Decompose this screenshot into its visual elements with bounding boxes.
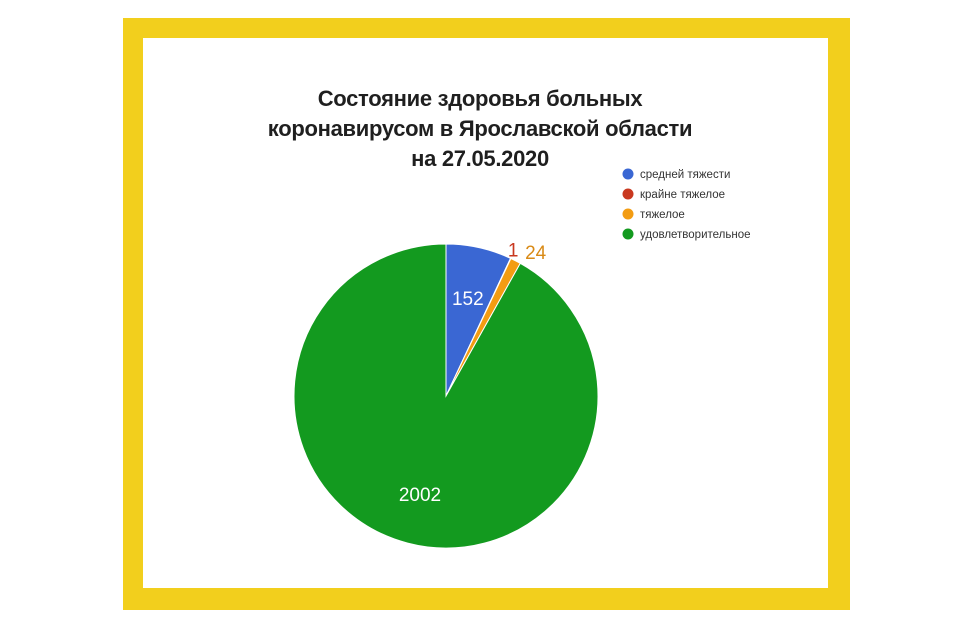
chart-title: Состояние здоровья больных коронавирусом… [0,84,960,174]
legend-marker-удовлетворительное [622,228,634,240]
slice-value-label-1: 1 [508,241,519,262]
legend-label-крайне-тяжелое: крайне тяжелое [640,189,725,201]
legend-label-тяжелое: тяжелое [640,209,685,221]
slice-value-label-3: 2002 [399,485,441,506]
chart-title-line-1: Состояние здоровья больных [317,86,643,111]
legend-label-удовлетворительное: удовлетворительное [640,229,751,241]
chart-title-line-3: на 27.05.2020 [411,146,549,171]
legend-marker-средней-тяжести [622,168,634,180]
pie-slices [293,243,599,549]
pie-slice-3 [293,243,599,549]
slice-value-label-0: 152 [452,289,484,310]
legend-marker-крайне-тяжелое [622,188,634,200]
legend-marker-тяжелое [622,208,634,220]
legend-label-средней-тяжести: средней тяжести [640,169,730,181]
slice-labels: 152 1 24 2002 [399,241,547,506]
slice-value-label-2: 24 [525,243,547,264]
chart-title-line-2: коронавирусом в Ярославской области [267,116,693,141]
chart-legend: средней тяжести крайне тяжелое тяжелое удов… [622,168,751,241]
